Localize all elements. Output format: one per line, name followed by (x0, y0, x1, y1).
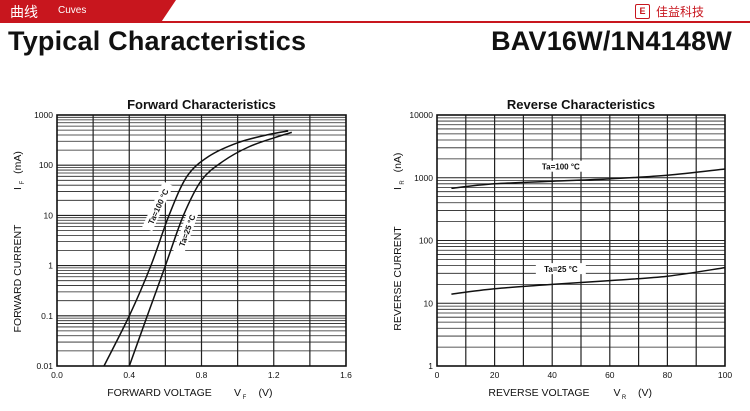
x-axis-subscript: R (622, 395, 627, 401)
series-line (103, 130, 289, 367)
section-tab (0, 0, 176, 21)
y-axis-unit: (mA) (12, 151, 24, 174)
y-tick-label: 0.01 (36, 361, 53, 371)
section-title: 曲线 (10, 4, 38, 20)
y-axis-label: FORWARD CURRENT IF (mA) (12, 151, 26, 332)
series-label: Ta=25 °C (544, 265, 578, 274)
y-tick-label: 10 (44, 210, 54, 220)
reverse-characteristics-chart: Reverse Characteristics 0 20 40 60 80 100 1 10 10… (392, 97, 732, 401)
chart-title: Forward Characteristics (127, 97, 276, 112)
x-axis-symbol: V (613, 387, 620, 399)
y-tick-label: 1 (428, 361, 433, 371)
banner-rule (0, 21, 750, 23)
x-axis-title: REVERSE VOLTAGE (488, 387, 589, 399)
y-axis-label: REVERSE CURRENT IR (nA) (392, 153, 406, 331)
series-label-background (535, 263, 586, 275)
y-tick-label: 100 (419, 236, 433, 246)
x-axis-symbol: V (234, 387, 241, 399)
x-axis-unit: (V) (259, 387, 273, 399)
x-axis-title: FORWARD VOLTAGE (107, 387, 212, 399)
series-label-background (142, 181, 174, 232)
top-banner: 曲线 Cuves E 佳益科技 (0, 0, 750, 23)
series-line (451, 168, 726, 190)
y-tick-label: 10000 (409, 110, 433, 120)
x-tick-label: 80 (663, 370, 673, 380)
x-axis-label: FORWARD VOLTAGE V F (V) (107, 387, 272, 401)
x-axis-label: REVERSE VOLTAGE V R (V) (488, 387, 652, 401)
series-line (128, 131, 293, 367)
series-label: Ta=100 °C (542, 163, 580, 172)
y-axis-unit: (nA) (392, 153, 404, 173)
y-axis-title: FORWARD CURRENT (12, 224, 24, 332)
y-tick-label: 10 (424, 298, 434, 308)
x-tick-label: 20 (490, 370, 500, 380)
y-axis-symbol: I (392, 187, 404, 190)
y-tick-label: 1 (48, 261, 53, 271)
y-axis-title: REVERSE CURRENT (392, 226, 404, 331)
x-tick-label: 100 (718, 370, 732, 380)
y-tick-label: 100 (39, 160, 53, 170)
series-label-background (535, 160, 586, 172)
y-axis-symbol: I (12, 187, 24, 190)
x-tick-label: 0.4 (123, 370, 135, 380)
y-tick-label: 0.1 (41, 311, 53, 321)
x-tick-label: 1.6 (340, 370, 352, 380)
section-subtitle: Cuves (58, 5, 87, 16)
x-axis-unit: (V) (638, 387, 652, 399)
y-tick-label: 1000 (34, 110, 53, 120)
y-axis-subscript: R (400, 180, 406, 185)
x-tick-label: 60 (605, 370, 615, 380)
x-axis-subscript: F (243, 395, 247, 401)
x-tick-label: 0.0 (51, 370, 63, 380)
brand-logo-icon: E (634, 4, 650, 19)
part-number-title: BAV16W/1N4148W (491, 26, 732, 56)
x-tick-label: 0.8 (196, 370, 208, 380)
brand-name: 佳益科技 (655, 5, 704, 19)
series-line (451, 266, 726, 295)
x-tick-label: 1.2 (268, 370, 280, 380)
page-title: Typical Characteristics (8, 26, 307, 56)
chart-title: Reverse Characteristics (507, 97, 655, 112)
series-label-background (172, 204, 201, 256)
plot-frame (436, 114, 726, 367)
y-axis-subscript: F (20, 180, 26, 184)
plot-frame (56, 114, 347, 367)
forward-characteristics-chart: Forward Characteristics 0.0 0.4 0.8 1.2 1.6 0.… (12, 97, 352, 401)
brand: E 佳益科技 (634, 3, 704, 20)
x-tick-label: 40 (547, 370, 557, 380)
x-tick-label: 0 (435, 370, 440, 380)
y-tick-label: 1000 (414, 173, 433, 183)
grid (437, 115, 725, 367)
grid (57, 115, 346, 367)
